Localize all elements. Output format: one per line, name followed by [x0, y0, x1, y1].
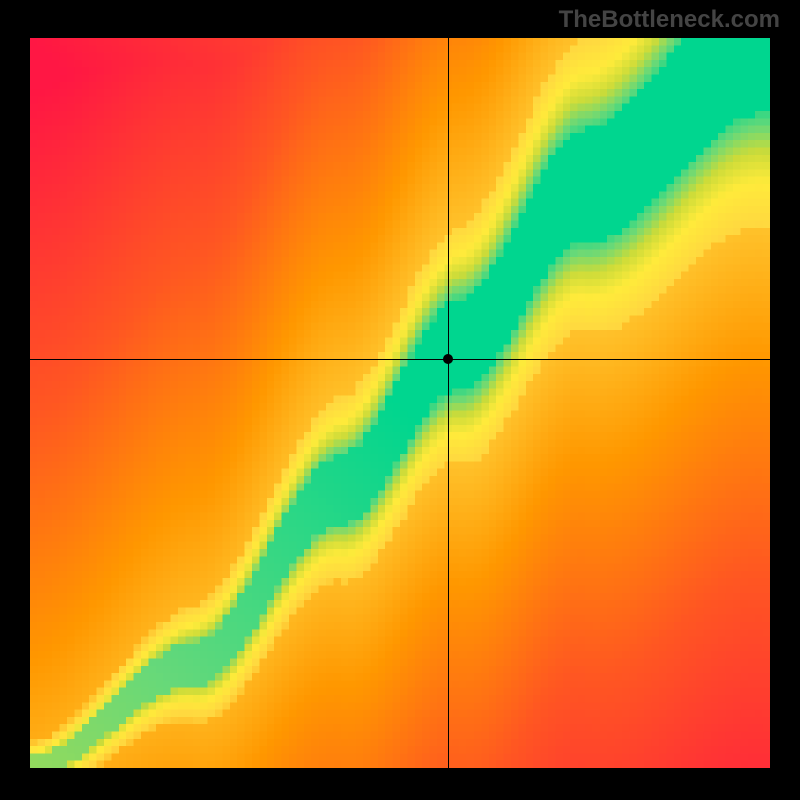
heatmap-plot	[30, 38, 770, 768]
crosshair-vertical	[448, 38, 449, 768]
watermark-text: TheBottleneck.com	[559, 6, 780, 34]
heatmap-canvas	[30, 38, 770, 768]
crosshair-horizontal	[30, 359, 770, 360]
